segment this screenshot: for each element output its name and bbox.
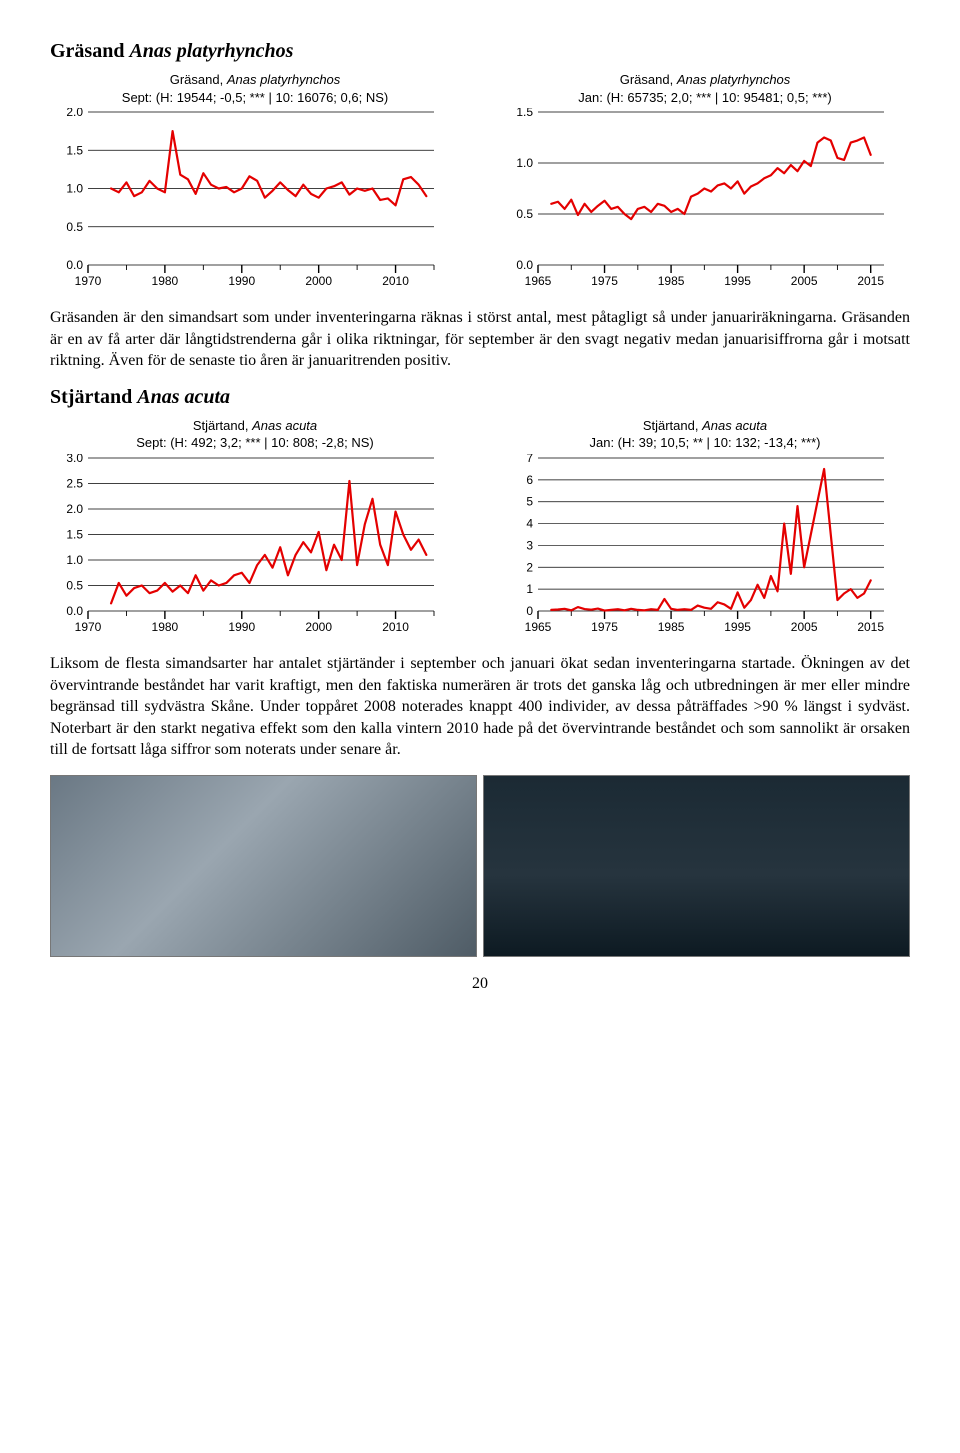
photo-wigeon-pair	[483, 775, 910, 957]
svg-text:2010: 2010	[382, 620, 409, 634]
chart-title-common: Stjärtand,	[643, 418, 699, 433]
svg-text:1990: 1990	[228, 274, 255, 288]
heading-sci: Anas platyrhynchos	[129, 40, 293, 62]
svg-text:1.0: 1.0	[516, 156, 533, 170]
page-number: 20	[50, 975, 910, 993]
svg-text:6: 6	[526, 473, 533, 487]
chart-title-sci: Anas platyrhynchos	[227, 72, 340, 87]
svg-text:1985: 1985	[658, 620, 685, 634]
svg-text:1.5: 1.5	[66, 143, 83, 157]
species-heading: Stjärtand Anas acuta	[50, 386, 910, 409]
svg-text:2000: 2000	[305, 274, 332, 288]
photo-ducks-flock	[50, 775, 477, 957]
svg-text:1975: 1975	[591, 274, 618, 288]
chart-title-common: Gräsand,	[620, 72, 673, 87]
svg-text:1970: 1970	[75, 620, 102, 634]
svg-text:1.0: 1.0	[66, 182, 83, 196]
chart-title: Stjärtand, Anas acuta Jan: (H: 39; 10,5;…	[500, 417, 910, 452]
svg-text:0.0: 0.0	[66, 604, 83, 618]
svg-text:0.5: 0.5	[516, 207, 533, 221]
chart-grasand-jan: Gräsand, Anas platyrhynchos Jan: (H: 657…	[500, 71, 910, 293]
chart-title-sci: Anas acuta	[252, 418, 317, 433]
heading-common: Gräsand	[50, 40, 124, 62]
heading-common: Stjärtand	[50, 386, 132, 408]
svg-text:1.0: 1.0	[66, 553, 83, 567]
chart-title-sci: Anas platyrhynchos	[677, 72, 790, 87]
svg-text:3: 3	[526, 538, 533, 552]
svg-text:7: 7	[526, 454, 533, 465]
svg-text:1965: 1965	[525, 274, 552, 288]
svg-text:2000: 2000	[305, 620, 332, 634]
charts-row-2: Stjärtand, Anas acuta Sept: (H: 492; 3,2…	[50, 417, 910, 639]
species-heading: Gräsand Anas platyrhynchos	[50, 40, 910, 63]
species-paragraph: Gräsanden är den simandsart som under in…	[50, 307, 910, 372]
chart-subtitle: Jan: (H: 39; 10,5; ** | 10: 132; -13,4; …	[589, 435, 820, 450]
svg-text:1995: 1995	[724, 274, 751, 288]
svg-text:2.0: 2.0	[66, 108, 83, 119]
chart-subtitle: Sept: (H: 492; 3,2; *** | 10: 808; -2,8;…	[136, 435, 374, 450]
svg-text:2: 2	[526, 560, 533, 574]
photo-row	[50, 775, 910, 957]
svg-text:0.0: 0.0	[66, 258, 83, 272]
svg-text:1970: 1970	[75, 274, 102, 288]
svg-text:1.5: 1.5	[66, 527, 83, 541]
svg-text:1975: 1975	[591, 620, 618, 634]
chart-title: Stjärtand, Anas acuta Sept: (H: 492; 3,2…	[50, 417, 460, 452]
svg-text:1965: 1965	[525, 620, 552, 634]
svg-text:2005: 2005	[791, 274, 818, 288]
svg-text:2015: 2015	[857, 274, 884, 288]
svg-text:1980: 1980	[152, 274, 179, 288]
chart-title-common: Stjärtand,	[193, 418, 249, 433]
svg-text:0.5: 0.5	[66, 220, 83, 234]
svg-text:3.0: 3.0	[66, 454, 83, 465]
svg-text:4: 4	[526, 517, 533, 531]
svg-text:0.5: 0.5	[66, 578, 83, 592]
svg-text:0: 0	[526, 604, 533, 618]
svg-text:1990: 1990	[228, 620, 255, 634]
chart-title: Gräsand, Anas platyrhynchos Sept: (H: 19…	[50, 71, 460, 106]
svg-text:1985: 1985	[658, 274, 685, 288]
svg-text:2015: 2015	[857, 620, 884, 634]
svg-text:0.0: 0.0	[516, 258, 533, 272]
charts-row-1: Gräsand, Anas platyrhynchos Sept: (H: 19…	[50, 71, 910, 293]
svg-text:1995: 1995	[724, 620, 751, 634]
svg-text:1: 1	[526, 582, 533, 596]
chart-stjartand-jan: Stjärtand, Anas acuta Jan: (H: 39; 10,5;…	[500, 417, 910, 639]
chart-subtitle: Jan: (H: 65735; 2,0; *** | 10: 95481; 0,…	[578, 90, 831, 105]
svg-text:2.0: 2.0	[66, 502, 83, 516]
chart-title-sci: Anas acuta	[702, 418, 767, 433]
svg-text:5: 5	[526, 495, 533, 509]
svg-text:1980: 1980	[152, 620, 179, 634]
heading-sci: Anas acuta	[137, 386, 230, 408]
chart-grasand-sept: Gräsand, Anas platyrhynchos Sept: (H: 19…	[50, 71, 460, 293]
svg-text:2010: 2010	[382, 274, 409, 288]
chart-title-common: Gräsand,	[170, 72, 223, 87]
species-paragraph: Liksom de flesta simandsarter har antale…	[50, 653, 910, 761]
chart-stjartand-sept: Stjärtand, Anas acuta Sept: (H: 492; 3,2…	[50, 417, 460, 639]
svg-text:2005: 2005	[791, 620, 818, 634]
svg-text:2.5: 2.5	[66, 476, 83, 490]
svg-text:1.5: 1.5	[516, 108, 533, 119]
chart-title: Gräsand, Anas platyrhynchos Jan: (H: 657…	[500, 71, 910, 106]
chart-subtitle: Sept: (H: 19544; -0,5; *** | 10: 16076; …	[122, 90, 388, 105]
